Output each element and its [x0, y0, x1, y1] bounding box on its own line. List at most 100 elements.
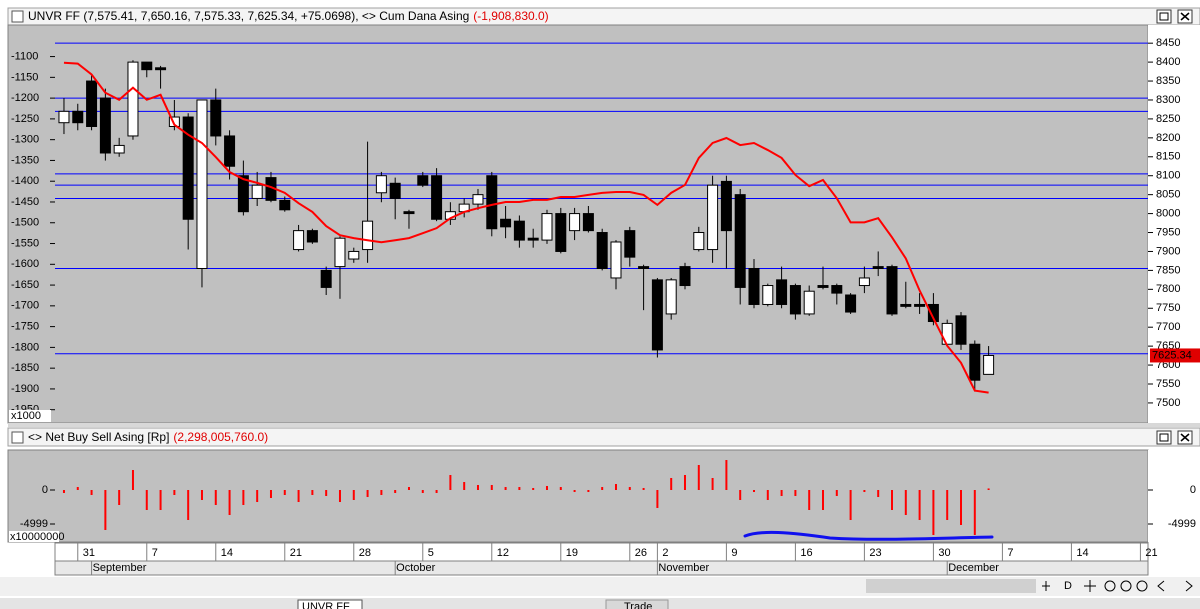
bar — [808, 490, 811, 510]
candle-body — [969, 343, 981, 381]
y2-tick-label: 7500 — [1156, 397, 1180, 409]
y-tick-label: -1150 — [11, 71, 38, 83]
trade-text[interactable]: Trade — [624, 601, 652, 609]
bar — [159, 490, 162, 510]
candle-body — [86, 80, 98, 127]
window-buttons[interactable] — [1156, 9, 1193, 24]
y2-tick-label: 7900 — [1156, 245, 1180, 257]
y-tick-label: -1350 — [11, 154, 39, 166]
window-buttons[interactable] — [1156, 430, 1193, 445]
bar — [849, 490, 852, 520]
x-tick-label: 7 — [1007, 547, 1013, 559]
nav-icon[interactable] — [1120, 580, 1132, 592]
bar — [946, 490, 949, 520]
maximize-button[interactable] — [1156, 430, 1172, 445]
nav-icon[interactable] — [1084, 580, 1096, 592]
panel-title: <> Net Buy Sell Asing [Rp] (2,298,005,760… — [28, 430, 268, 444]
y-tick-label: -1500 — [11, 217, 39, 229]
maximize-button[interactable] — [1156, 9, 1172, 24]
nav-icon[interactable] — [1136, 580, 1148, 592]
plot-layer: -1100 -1150 -1200 -1250 -1300 -1350 -1400 -1450… — [9, 37, 1200, 575]
bar — [449, 475, 452, 491]
candle-body — [858, 277, 870, 287]
bar — [752, 490, 755, 493]
candle-body — [693, 232, 705, 251]
panel-title: UNVR FF (7,575.41, 7,650.16, 7,575.33, 7… — [28, 9, 549, 23]
bar — [904, 490, 907, 515]
y-tick-label: -1850 — [11, 362, 39, 374]
y2-tick-label: 7700 — [1156, 321, 1180, 333]
x-tick-label: 31 — [83, 547, 95, 559]
nav-label[interactable]: D — [1064, 580, 1072, 592]
bar — [118, 490, 121, 505]
bar — [697, 465, 700, 491]
candle-body — [803, 290, 815, 315]
bar — [435, 490, 438, 493]
x-tick-label: 5 — [428, 547, 434, 559]
line-series — [63, 61, 989, 394]
title-value: (2,298,005,760.0) — [173, 430, 268, 444]
nav-icon[interactable] — [1042, 581, 1050, 591]
candle-body — [541, 213, 553, 241]
candle-body — [955, 315, 967, 345]
bar — [614, 484, 617, 491]
symbol-text[interactable]: UNVR FF — [302, 601, 350, 609]
candle-body — [651, 279, 663, 351]
y2-tick-label: 8350 — [1156, 75, 1180, 87]
y2-tick-label: 7950 — [1156, 226, 1180, 238]
month-label: December — [948, 562, 999, 574]
close-icon — [1180, 12, 1190, 21]
bar — [891, 490, 894, 510]
candle-body — [472, 194, 484, 205]
candle-body — [886, 266, 898, 315]
x-tick-label: 14 — [221, 547, 233, 559]
y-tick-label: -1200 — [11, 92, 39, 104]
candle-body — [941, 322, 953, 345]
title-text: UNVR FF (7,575.41, 7,650.16, 7,575.33, 7… — [28, 9, 469, 23]
bar — [242, 490, 245, 505]
candle-body — [237, 175, 249, 213]
x-tick-label: 21 — [290, 547, 302, 559]
bar — [352, 490, 355, 500]
candle-body — [638, 266, 650, 269]
candle-body — [417, 175, 429, 186]
bar — [187, 490, 190, 520]
scroll-thumb[interactable] — [866, 579, 1036, 593]
nav-icons[interactable] — [1042, 580, 1193, 592]
nav-icon[interactable] — [1157, 580, 1193, 592]
candle-body — [582, 213, 594, 232]
bar — [918, 490, 921, 520]
nav-icon[interactable] — [1104, 580, 1116, 592]
month-label: November — [658, 562, 709, 574]
y2-tick-label: 8250 — [1156, 113, 1180, 125]
candle-body — [58, 110, 70, 124]
bar — [683, 475, 686, 491]
candle-body — [983, 354, 995, 375]
candle-body — [168, 116, 180, 127]
candle-body — [624, 230, 636, 258]
symbol-input[interactable] — [297, 599, 363, 609]
y2-tick-label: 8100 — [1156, 170, 1180, 182]
candle-body — [306, 230, 318, 243]
bar — [725, 460, 728, 491]
candle-body — [362, 220, 374, 251]
y2-tick-label: 8300 — [1156, 94, 1180, 106]
x-tick-label: 19 — [566, 547, 578, 559]
trade-button[interactable] — [605, 599, 669, 609]
last-price-label: 7625.34 — [1152, 349, 1192, 361]
candle-body — [596, 232, 608, 269]
y2-tick-label: 8450 — [1156, 37, 1180, 49]
bar — [739, 490, 742, 500]
bar — [518, 487, 521, 491]
candle-body — [817, 285, 829, 288]
y-tick-label: -1450 — [11, 196, 39, 208]
maximize-icon — [1159, 12, 1169, 21]
y2-tick-label: 7800 — [1156, 283, 1180, 295]
bar — [711, 477, 714, 491]
bar — [642, 487, 645, 491]
candle-body — [224, 135, 236, 167]
candle-body — [665, 279, 677, 315]
candle-body — [320, 269, 332, 288]
